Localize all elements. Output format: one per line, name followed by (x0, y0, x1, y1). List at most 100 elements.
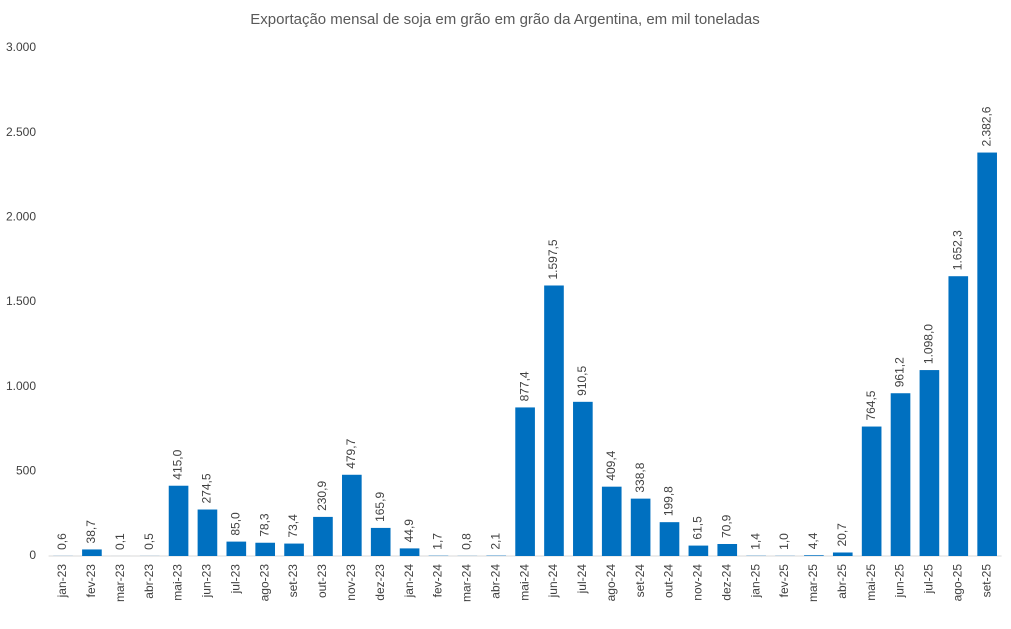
x-tick-label: set-25 (979, 564, 993, 598)
chart-title: Exportação mensal de soja em grão em grã… (250, 11, 759, 28)
x-tick-label: jun-25 (893, 564, 907, 599)
y-tick-label: 2.000 (6, 210, 36, 224)
value-label: 1,0 (777, 533, 791, 550)
bar (919, 370, 940, 556)
value-label: 1.652,3 (950, 230, 964, 270)
bar (890, 393, 911, 556)
x-tick-label: abr-25 (835, 564, 849, 599)
value-label: 78,3 (257, 513, 271, 537)
bar (977, 152, 997, 557)
value-label: 409,4 (604, 450, 618, 480)
value-label: 0,6 (55, 533, 69, 550)
value-label: 44,9 (402, 519, 416, 543)
bar (832, 552, 853, 556)
bar (313, 516, 333, 556)
x-tick-label: jul-23 (228, 564, 242, 595)
bar (601, 486, 622, 556)
bar (630, 498, 651, 556)
x-tick-label: fev-23 (84, 564, 98, 598)
bar (659, 522, 680, 556)
value-label: 61,5 (691, 516, 705, 540)
value-label: 479,7 (344, 438, 358, 468)
x-tick-label: mar-24 (460, 564, 474, 602)
x-tick-label: set-24 (633, 564, 647, 598)
x-tick-label: nov-24 (691, 564, 705, 601)
bar (544, 285, 564, 556)
value-label: 961,2 (893, 357, 907, 387)
x-tick-label: nov-23 (344, 564, 358, 601)
x-tick-label: dez-23 (373, 564, 387, 601)
value-label: 4,4 (806, 532, 820, 549)
bar (861, 426, 882, 556)
value-label: 20,7 (835, 523, 849, 547)
value-label: 73,4 (286, 514, 300, 538)
bar (82, 549, 102, 556)
value-label: 910,5 (575, 365, 589, 395)
value-label: 2,1 (488, 533, 502, 550)
value-label: 1.597,5 (546, 239, 560, 279)
value-label: 199,8 (662, 486, 676, 516)
value-label: 38,7 (84, 520, 98, 544)
y-tick-label: 1.000 (6, 379, 36, 393)
bar (226, 541, 247, 556)
bar (342, 474, 362, 556)
x-tick-label: jan-24 (402, 564, 416, 599)
value-label: 230,9 (315, 481, 329, 511)
y-tick-label: 0 (29, 548, 36, 562)
x-tick-label: jan-25 (748, 564, 762, 599)
x-tick-label: fev-24 (431, 564, 445, 598)
value-label: 338,8 (633, 462, 647, 492)
x-tick-label: fev-25 (777, 564, 791, 598)
x-tick-label: mar-23 (113, 564, 127, 602)
x-tick-label: ago-24 (604, 564, 618, 602)
value-label: 274,5 (200, 473, 214, 503)
bar (197, 509, 218, 556)
x-tick-label: mai-23 (171, 564, 185, 601)
value-label: 85,0 (228, 512, 242, 536)
x-tick-label: mar-25 (806, 564, 820, 602)
bar (948, 276, 969, 556)
y-tick-label: 3.000 (6, 40, 36, 54)
x-tick-label: abr-23 (142, 564, 156, 599)
x-tick-label: jan-23 (55, 564, 69, 599)
x-tick-label: abr-24 (488, 564, 502, 599)
x-tick-label: out-23 (315, 564, 329, 598)
x-tick-label: dez-24 (719, 564, 733, 601)
value-label: 0,1 (113, 533, 127, 550)
x-tick-label: set-23 (286, 564, 300, 598)
bar (370, 527, 391, 556)
bar (399, 548, 420, 556)
bar (284, 543, 304, 556)
value-label: 70,9 (719, 514, 733, 538)
value-label: 0,8 (460, 533, 474, 550)
x-tick-label: jun-23 (200, 564, 214, 599)
value-label: 165,9 (373, 492, 387, 522)
value-label: 1,4 (748, 533, 762, 550)
bar (688, 545, 709, 556)
y-tick-label: 1.500 (6, 294, 36, 308)
value-label: 1.098,0 (922, 324, 936, 364)
bar (168, 485, 189, 556)
y-tick-label: 2.500 (6, 125, 36, 139)
value-label: 2.382,6 (979, 106, 993, 146)
value-label: 1,7 (431, 533, 445, 550)
x-tick-label: mai-24 (517, 564, 531, 601)
x-tick-label: out-24 (662, 564, 676, 598)
bar (255, 542, 276, 556)
x-tick-label: jul-24 (575, 564, 589, 595)
value-label: 0,5 (142, 533, 156, 550)
x-tick-label: ago-23 (257, 564, 271, 602)
y-tick-label: 500 (16, 464, 36, 478)
bar (515, 407, 535, 556)
value-label: 877,4 (517, 371, 531, 401)
x-tick-label: mai-25 (864, 564, 878, 601)
value-label: 764,5 (864, 390, 878, 420)
x-tick-label: ago-25 (950, 564, 964, 602)
x-tick-label: jun-24 (546, 564, 560, 599)
bar (573, 401, 593, 556)
bar (804, 555, 824, 556)
bar (717, 543, 738, 556)
value-label: 415,0 (171, 449, 185, 479)
